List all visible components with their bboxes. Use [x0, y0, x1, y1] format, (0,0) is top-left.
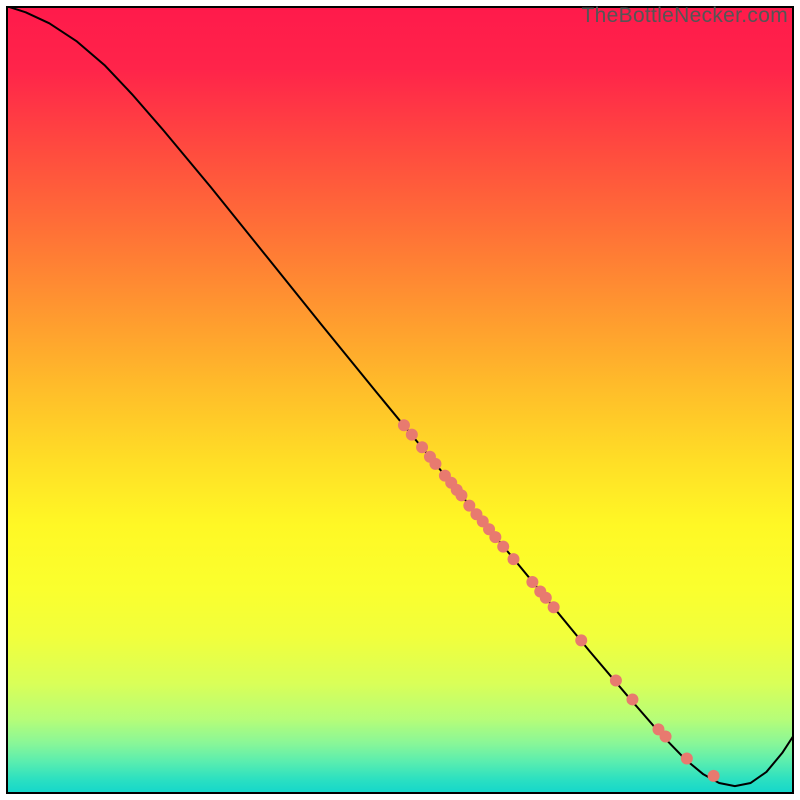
data-marker [708, 770, 720, 782]
data-marker [455, 489, 467, 501]
data-marker [610, 675, 622, 687]
plot-area [6, 6, 794, 794]
data-marker [575, 634, 587, 646]
data-marker [406, 429, 418, 441]
gradient-background [6, 6, 794, 794]
data-marker [681, 753, 693, 765]
data-marker [489, 531, 501, 543]
data-marker [416, 441, 428, 453]
plot-svg [6, 6, 794, 794]
data-marker [398, 419, 410, 431]
data-marker [540, 592, 552, 604]
data-marker [429, 458, 441, 470]
data-marker [507, 553, 519, 565]
data-marker [660, 730, 672, 742]
watermark-label: TheBottleNecker.com [582, 4, 788, 28]
data-marker [526, 576, 538, 588]
chart-container: TheBottleNecker.com [0, 0, 800, 800]
data-marker [548, 601, 560, 613]
data-marker [497, 541, 509, 553]
data-marker [626, 693, 638, 705]
